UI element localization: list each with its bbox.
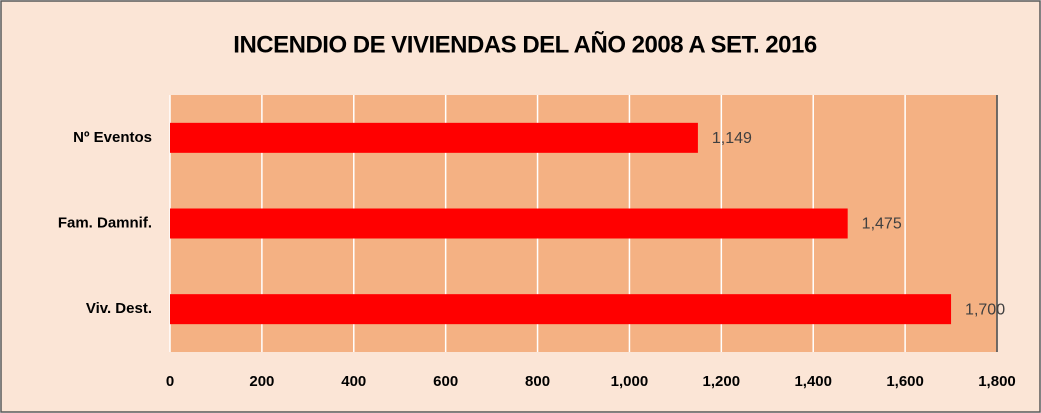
chart-title: INCENDIO DE VIVIENDAS DEL AÑO 2008 A SET…	[233, 30, 817, 58]
y-tick-label: Nº Eventos	[73, 129, 152, 146]
x-tick-label: 800	[525, 373, 550, 390]
bar	[170, 208, 848, 239]
y-tick-label: Viv. Dest.	[86, 300, 152, 317]
y-tick-label: Fam. Damnif.	[58, 214, 152, 231]
value-label: 1,700	[965, 301, 1005, 318]
x-tick-label: 1,600	[886, 373, 924, 390]
x-tick-label: 1,400	[794, 373, 832, 390]
x-tick-label: 200	[249, 373, 274, 390]
bar	[170, 294, 952, 325]
x-tick-label: 1,000	[611, 373, 649, 390]
x-tick-label: 400	[341, 373, 366, 390]
value-label: 1,475	[862, 216, 902, 233]
x-tick-label: 1,800	[978, 373, 1016, 390]
x-tick-label: 600	[433, 373, 458, 390]
x-tick-label: 1,200	[703, 373, 741, 390]
bar	[170, 122, 698, 153]
value-label: 1,149	[712, 130, 752, 147]
x-tick-label: 0	[166, 373, 174, 390]
